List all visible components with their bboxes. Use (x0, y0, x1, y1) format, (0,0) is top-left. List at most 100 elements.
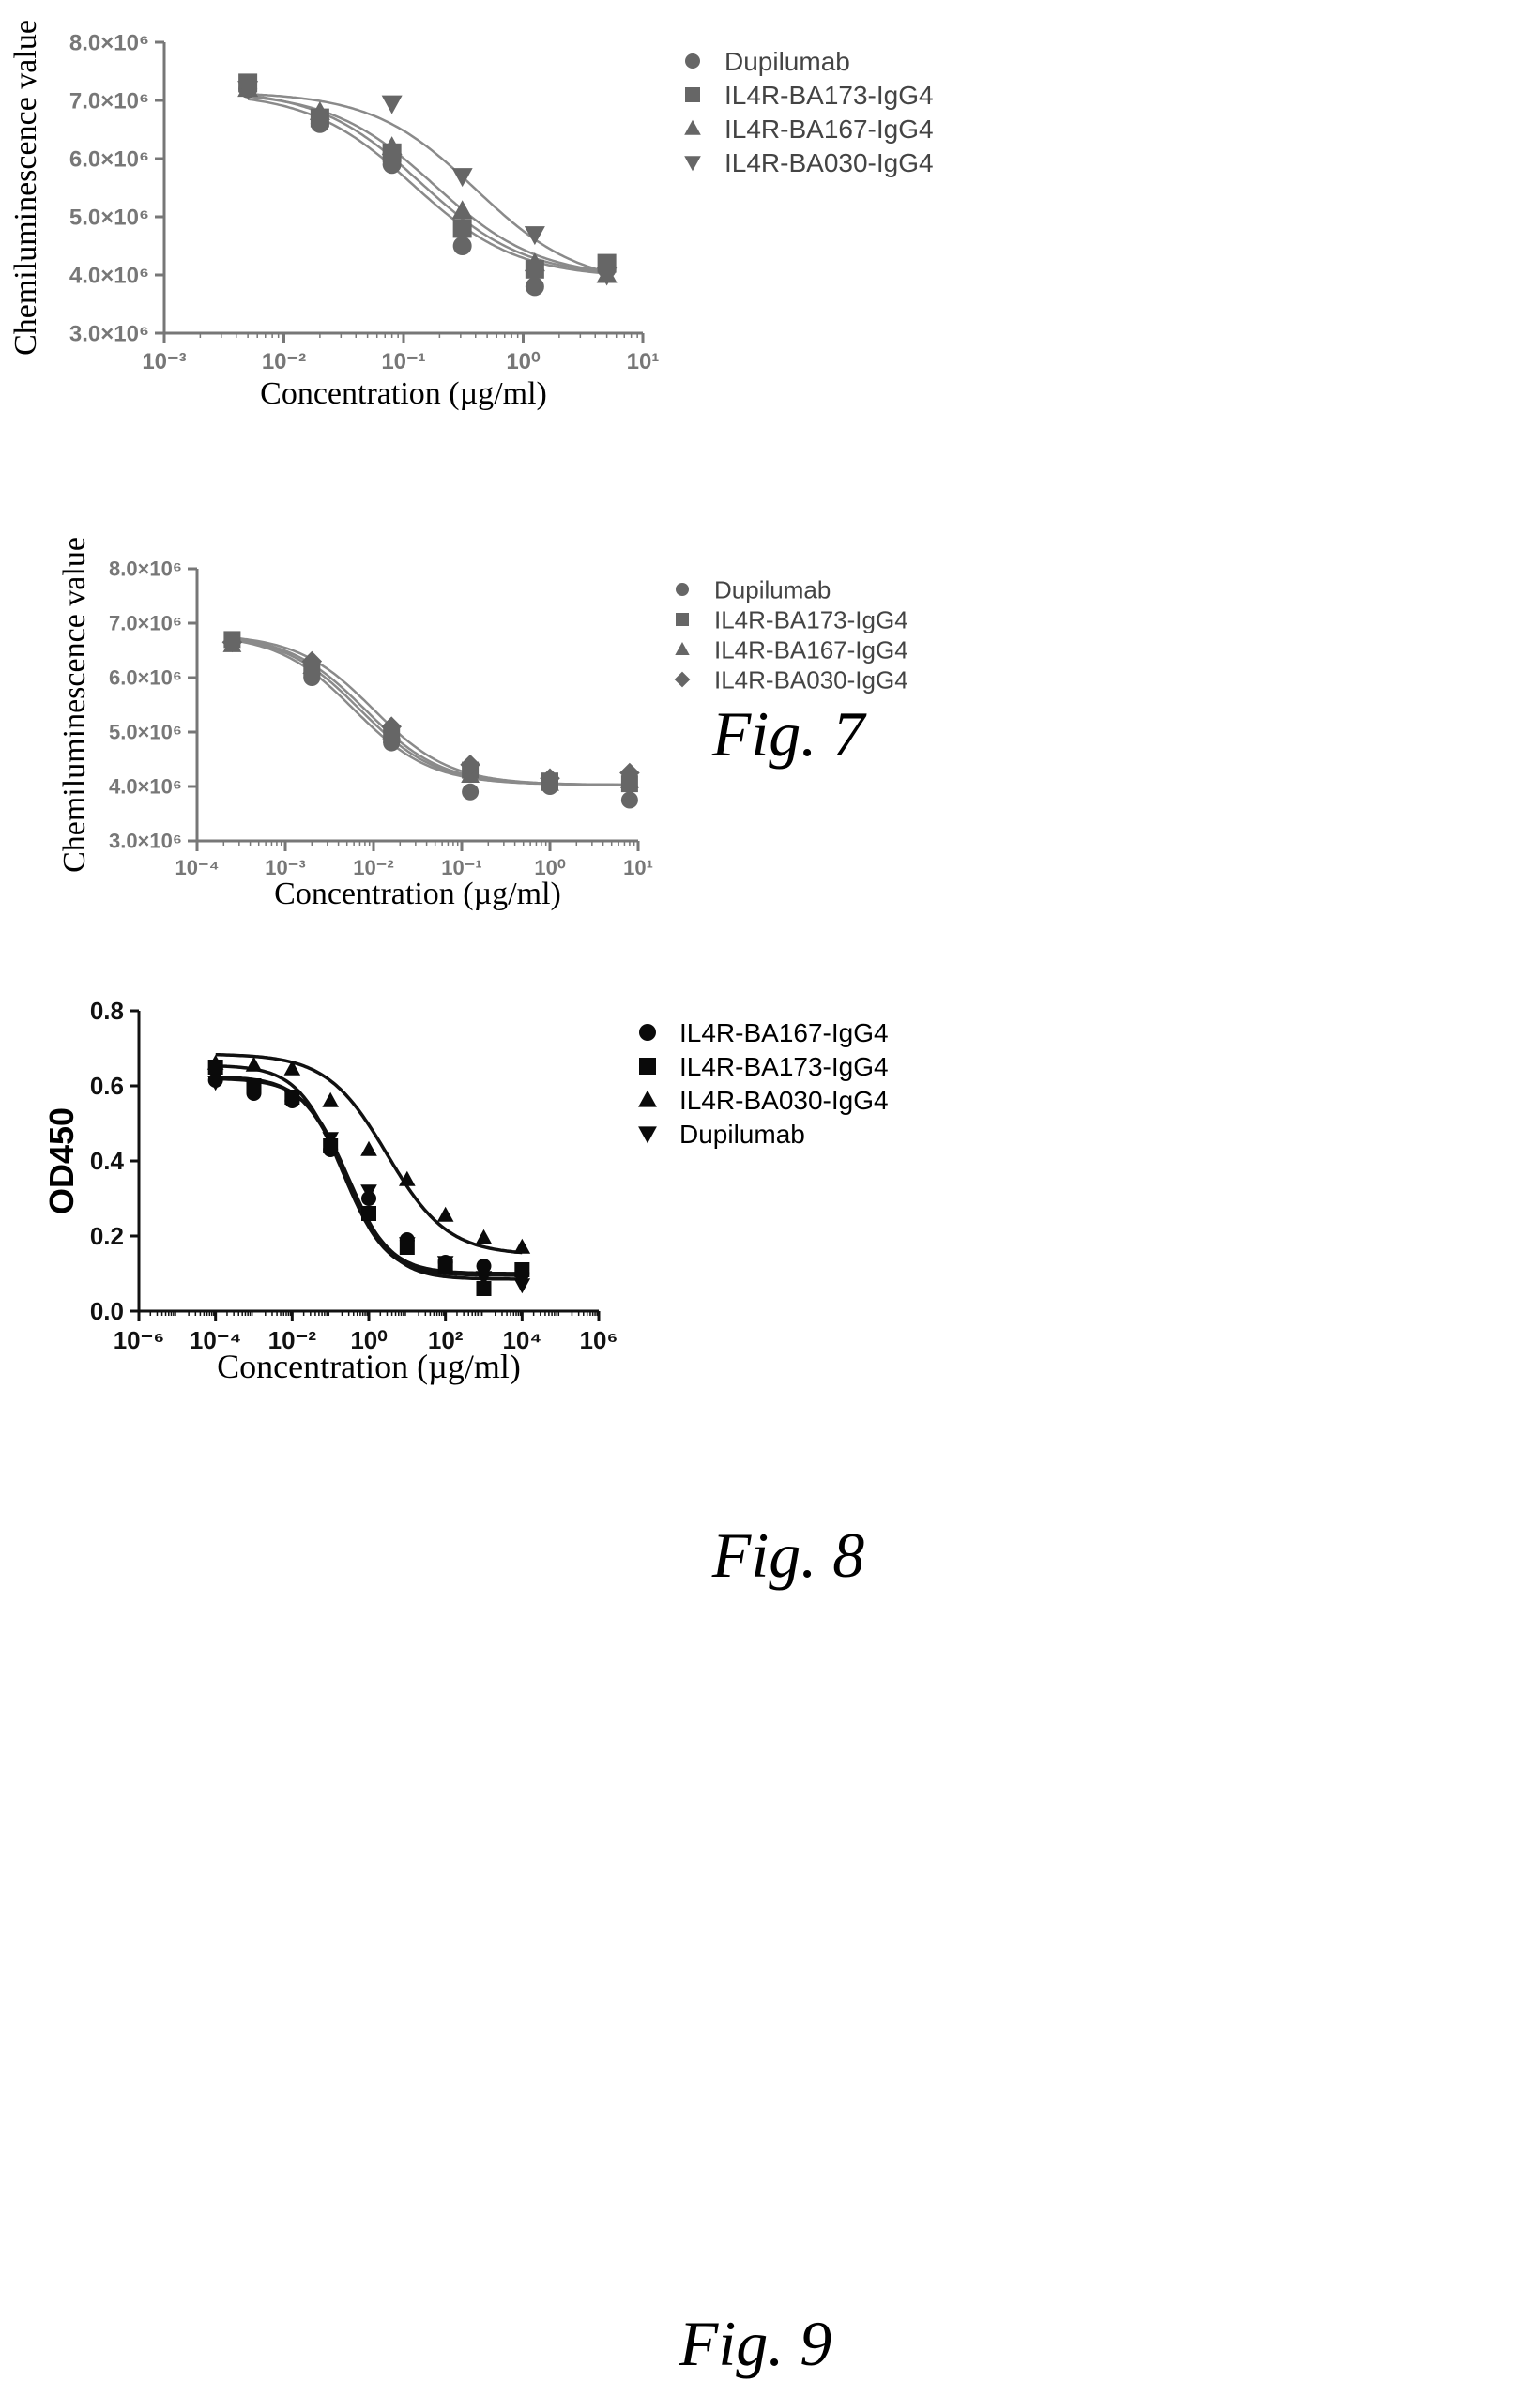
x-tick-label: 10⁰ (506, 349, 541, 374)
legend-label: IL4R-BA173-IgG4 (724, 81, 934, 110)
data-point (381, 136, 403, 156)
y-tick-label: 7.0×10⁶ (69, 88, 149, 114)
x-axis-label: Concentration (µg/ml) (274, 877, 561, 911)
figure-caption-fig7: Fig. 7 (711, 698, 867, 770)
legend-marker (639, 1058, 656, 1075)
data-point (399, 1237, 416, 1253)
fit-curve-il4r-ba167-igg4 (232, 637, 630, 786)
data-point (245, 1056, 263, 1072)
x-tick-label: 10¹ (627, 349, 660, 374)
x-tick-label: 10⁻⁶ (114, 1326, 165, 1354)
fit-curve-il4r-ba173-igg4 (215, 1063, 523, 1277)
legend-label: Dupilumab (714, 575, 831, 603)
chart-fig9: 0.0 0.2 0.4 0.6 0.8 10⁻⁶ 10⁻⁴ 10⁻² 10⁰ 10² 10⁴ 10⁶ C… (42, 997, 889, 1385)
legend-label: IL4R-BA030-IgG4 (679, 1086, 889, 1115)
data-point (525, 277, 544, 297)
x-tick-label: 10⁻¹ (381, 349, 425, 374)
data-point (452, 219, 472, 238)
data-point (475, 1229, 493, 1244)
fit-curve-il4r-ba030-igg4 (232, 636, 630, 786)
legend-marker (638, 1090, 657, 1107)
y-axis-label: Chemiluminescence value (57, 537, 92, 873)
data-point (221, 632, 243, 653)
y-tick-label: 0.2 (90, 1222, 124, 1250)
data-point (451, 168, 473, 188)
y-axis-label: OD450 (42, 1107, 81, 1214)
data-point (436, 1256, 454, 1272)
x-tick-label: 10⁻⁴ (190, 1326, 242, 1354)
data-point (514, 1262, 530, 1277)
y-tick-label: 8.0×10⁶ (69, 30, 149, 55)
data-point (475, 1271, 493, 1287)
x-tick-label: 10² (428, 1326, 464, 1354)
data-point (322, 1091, 339, 1107)
data-point (513, 1238, 531, 1254)
legend-label: IL4R-BA030-IgG4 (714, 665, 908, 694)
legend-marker (685, 87, 700, 102)
y-tick-label: 6.0×10⁶ (109, 666, 182, 690)
x-tick-label: 10⁶ (580, 1326, 618, 1354)
data-point (283, 1091, 301, 1106)
data-point (462, 783, 480, 801)
data-point (476, 1281, 492, 1296)
legend-label: IL4R-BA173-IgG4 (714, 605, 908, 633)
x-tick-label: 10⁻¹ (441, 856, 481, 879)
x-tick-label: 10⁻² (268, 1326, 317, 1354)
data-point (436, 1206, 454, 1222)
x-tick-label: 10¹ (623, 856, 653, 879)
data-point (361, 1206, 376, 1221)
legend-label: IL4R-BA173-IgG4 (679, 1052, 889, 1081)
data-point (381, 95, 403, 114)
legend-label: IL4R-BA167-IgG4 (714, 635, 908, 664)
x-tick-label: 10⁰ (350, 1326, 387, 1354)
legend-label: Dupilumab (679, 1120, 805, 1149)
x-tick-label: 10⁴ (502, 1326, 541, 1354)
data-point (206, 1054, 224, 1070)
data-point (476, 1259, 492, 1274)
data-point (524, 252, 545, 272)
data-point (452, 237, 472, 255)
x-tick-label: 10⁻³ (265, 856, 305, 879)
chart-fig8: 3.0×10⁶ 4.0×10⁶ 5.0×10⁶ 6.0×10⁶ 7.0×10⁶ 8.0×1… (57, 537, 908, 911)
y-tick-label: 3.0×10⁶ (69, 321, 149, 346)
x-tick-label: 10⁰ (534, 856, 565, 879)
y-tick-label: 8.0×10⁶ (109, 557, 182, 581)
y-tick-label: 5.0×10⁶ (69, 205, 149, 230)
fit-curve-il4r-ba030-igg4 (248, 93, 607, 274)
fit-curve-il4r-ba167-igg4 (247, 95, 607, 273)
y-axis-label: Chemiluminescence value (8, 20, 43, 356)
chart-fig7: 3.0×10⁶ 4.0×10⁶ 5.0×10⁶ 6.0×10⁶ 7.0×10⁶ 8.0×1… (8, 20, 934, 411)
legend-marker (684, 119, 701, 135)
data-point (596, 267, 618, 286)
fit-curve-il4r-ba173-igg4 (247, 94, 607, 274)
x-tick-label: 10⁻³ (142, 349, 186, 374)
y-tick-label: 0.6 (90, 1072, 124, 1100)
legend-marker (639, 1024, 656, 1041)
legend-marker (676, 583, 689, 596)
legend-marker (638, 1126, 657, 1144)
data-point (451, 200, 473, 220)
fit-curve-dupilumab (247, 98, 607, 275)
data-point (381, 716, 402, 737)
legend-marker (685, 53, 700, 69)
data-point (399, 1170, 416, 1186)
data-point (540, 768, 560, 789)
x-tick-label: 10⁻² (262, 349, 306, 374)
data-point (360, 1184, 377, 1200)
legend-label: IL4R-BA030-IgG4 (724, 148, 934, 177)
fit-curve-dupilumab (215, 1076, 523, 1281)
data-point (283, 1060, 301, 1076)
y-tick-label: 0.8 (90, 997, 124, 1025)
x-axis-label: Concentration (µg/ml) (217, 1348, 521, 1385)
data-point (620, 791, 638, 809)
data-point (237, 81, 259, 100)
legend-label: IL4R-BA167-IgG4 (724, 114, 934, 144)
figure-caption-fig8: Fig. 8 (711, 1519, 864, 1591)
y-tick-label: 0.0 (90, 1297, 124, 1325)
data-point (360, 1140, 377, 1156)
y-tick-label: 3.0×10⁶ (109, 830, 182, 853)
data-point (245, 1079, 263, 1095)
legend-marker (674, 671, 691, 688)
x-tick-label: 10⁻⁴ (175, 856, 220, 879)
